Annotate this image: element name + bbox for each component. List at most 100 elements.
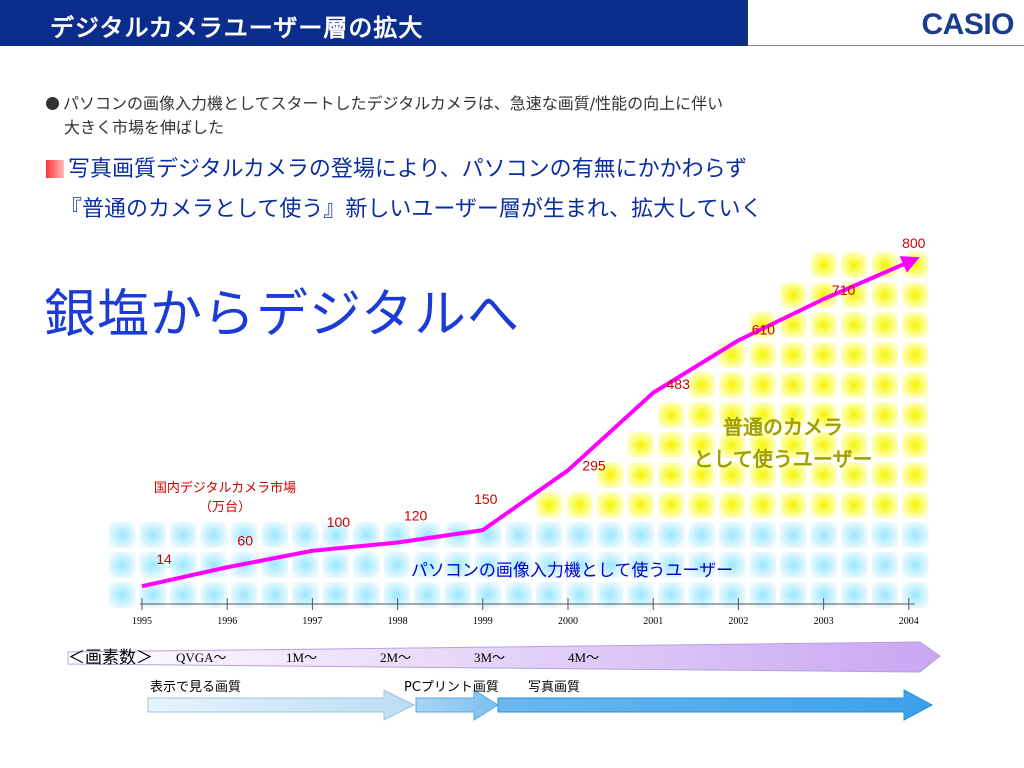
bg-tile — [841, 342, 868, 368]
bg-tile — [810, 312, 837, 338]
bg-tile — [902, 492, 929, 518]
bg-tile — [444, 552, 471, 578]
bg-tile — [566, 492, 593, 518]
bg-tile — [749, 342, 776, 368]
bg-tile — [719, 522, 746, 548]
bullet-text-line2: 大きく市場を伸ばした — [64, 118, 225, 137]
bg-tile — [749, 372, 776, 398]
bg-tile — [658, 432, 685, 458]
bg-tile — [810, 462, 837, 488]
bg-tile — [841, 432, 868, 458]
bg-tile — [871, 492, 898, 518]
data-label: 60 — [237, 532, 253, 548]
bg-tile — [810, 402, 837, 428]
bg-tile — [780, 522, 807, 548]
bg-tile — [231, 522, 258, 548]
bg-tile — [505, 552, 532, 578]
series-label: 国内デジタルカメラ市場 — [154, 480, 296, 496]
bg-tile — [841, 552, 868, 578]
pixel-count-band — [67, 641, 941, 673]
data-label: 295 — [582, 457, 606, 473]
bg-tile — [719, 372, 746, 398]
bg-tile — [780, 282, 807, 308]
bg-tile — [414, 552, 441, 578]
bg-tile — [810, 252, 837, 278]
x-tick-label: 1999 — [473, 616, 493, 627]
bg-tile — [841, 462, 868, 488]
highlight-text-line1: 写真画質デジタルカメラの登場により、パソコンの有無にかかわらず — [68, 157, 748, 182]
bg-tile — [902, 402, 929, 428]
data-label: 710 — [832, 282, 856, 298]
logo-area: CASIO — [748, 0, 1024, 46]
bg-tile — [566, 552, 593, 578]
x-tick-label: 2004 — [899, 616, 919, 627]
bg-tile — [780, 552, 807, 578]
bg-tile — [871, 312, 898, 338]
pixel-level-label: 1M〜 — [286, 650, 318, 665]
bg-tile — [383, 552, 410, 578]
bg-tile — [597, 492, 624, 518]
bg-tile — [871, 432, 898, 458]
bg-tile — [902, 552, 929, 578]
bg-tile — [841, 402, 868, 428]
bg-tile — [658, 492, 685, 518]
bg-tile — [902, 432, 929, 458]
bg-tile — [749, 552, 776, 578]
bullet-text-line1: パソコンの画像入力機としてスタートしたデジタルカメラは、急速な画質/性能の向上に… — [63, 94, 724, 113]
x-tick-label: 2002 — [728, 616, 748, 627]
bg-tile — [871, 462, 898, 488]
x-tick-label: 2000 — [558, 616, 578, 627]
quality-label: 表示で見る画質 — [150, 680, 242, 695]
bg-tile — [658, 402, 685, 428]
bg-tile — [627, 432, 654, 458]
bullet-intro: パソコンの画像入力機としてスタートしたデジタルカメラは、急速な画質/性能の向上に… — [46, 92, 946, 140]
bg-tile — [688, 372, 715, 398]
camera-users-annotation-line2: として使うユーザー — [694, 447, 873, 471]
bg-tile — [810, 432, 837, 458]
bg-tile — [902, 372, 929, 398]
highlight-text-line2: 『普通のカメラとして使う』新しいユーザー層が生まれ、拡大していく — [60, 197, 763, 222]
bg-tile — [810, 552, 837, 578]
bg-tile — [719, 552, 746, 578]
data-label: 483 — [667, 376, 691, 392]
data-labels: 14 60 100 120 150 295 483 610 710 800 — [156, 235, 925, 567]
x-axis: 1995 1996 1997 1998 1999 2000 2001 2002 2003 2004 — [132, 598, 919, 627]
bg-tile — [902, 282, 929, 308]
bg-tile — [719, 462, 746, 488]
slide-title: デジタルカメラユーザー層の拡大 — [50, 14, 424, 42]
bg-tile — [871, 402, 898, 428]
bg-tile — [871, 372, 898, 398]
bg-tile — [902, 342, 929, 368]
x-tick-label: 1995 — [132, 616, 152, 627]
bg-tile — [322, 552, 349, 578]
bg-tile — [719, 432, 746, 458]
bg-tile — [749, 402, 776, 428]
casio-logo: CASIO — [921, 8, 1014, 41]
bg-tile — [780, 462, 807, 488]
bg-tile — [841, 252, 868, 278]
bg-tile — [719, 402, 746, 428]
bg-tile — [688, 462, 715, 488]
bg-tile — [749, 432, 776, 458]
pixel-level-label: 2M〜 — [380, 650, 412, 665]
title-bar: デジタルカメラユーザー層の拡大 CASIO — [0, 0, 1024, 46]
bg-tile — [780, 342, 807, 368]
bg-tile — [627, 522, 654, 548]
data-label: 610 — [752, 321, 776, 337]
bg-tile — [871, 552, 898, 578]
title-background: デジタルカメラユーザー層の拡大 — [0, 0, 748, 46]
quality-label: 写真画質 — [528, 680, 581, 695]
bg-tile — [749, 522, 776, 548]
series-arrowhead — [899, 256, 920, 273]
data-label: 14 — [156, 551, 172, 567]
bg-tile — [719, 492, 746, 518]
bg-tile — [597, 522, 624, 548]
bg-tile — [200, 522, 227, 548]
pixel-level-label: 3M〜 — [474, 650, 506, 665]
pc-users-annotation: パソコンの画像入力機として使うユーザー — [411, 560, 733, 581]
bg-tile — [658, 522, 685, 548]
bg-tile — [109, 582, 136, 608]
bg-tile — [780, 402, 807, 428]
bg-tile — [261, 522, 288, 548]
